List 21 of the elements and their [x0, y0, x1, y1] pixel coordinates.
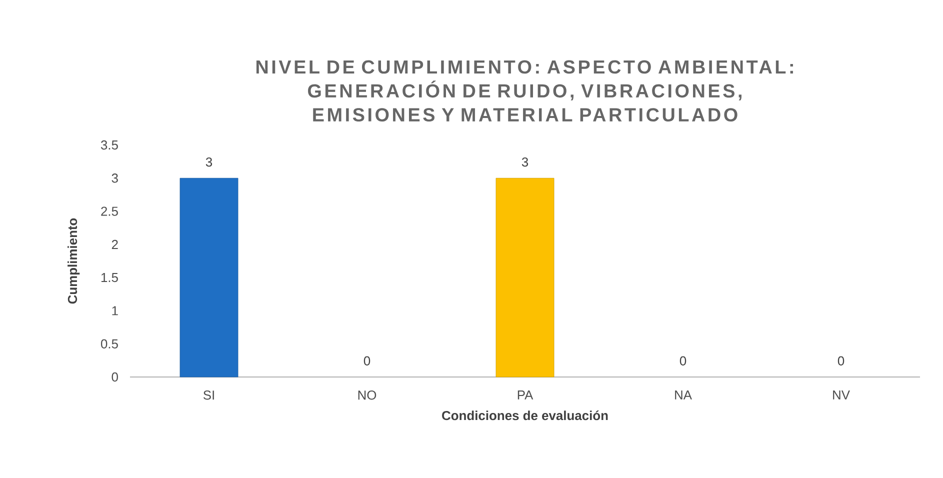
x-tick-label: NA	[675, 390, 692, 400]
data-label: 3	[522, 157, 528, 167]
x-tick-label: NO	[358, 390, 376, 400]
y-tick-label: 2.5	[101, 206, 118, 216]
data-label: 0	[364, 356, 370, 366]
chart-title: NIVEL DE CUMPLIMIENTO: ASPECTO AMBIENTAL: GENERACIÓN DE RUIDO, VIBRACIONES, EMISIONES Y MATERIAL PARTICULADO	[256, 60, 793, 122]
data-label: 0	[838, 356, 844, 366]
y-tick-label: 2	[112, 240, 118, 249]
y-tick-label: 1.5	[101, 273, 118, 282]
x-tick-label: SI	[203, 390, 214, 400]
y-tick-label: 3.5	[100, 140, 118, 150]
y-tick-label: 3	[112, 174, 118, 183]
x-axis-title: Condiciones de evaluación	[442, 410, 608, 420]
data-label: 0	[680, 356, 686, 366]
y-tick-label: 1	[112, 306, 118, 316]
y-axis-title: Cumplimiento	[68, 218, 80, 304]
y-tick-label: 0.5	[100, 339, 118, 348]
data-label: 3	[206, 157, 212, 167]
x-tick-label: PA	[518, 390, 534, 400]
x-tick-label: NV	[833, 390, 850, 400]
y-tick-label: 0	[112, 372, 118, 382]
